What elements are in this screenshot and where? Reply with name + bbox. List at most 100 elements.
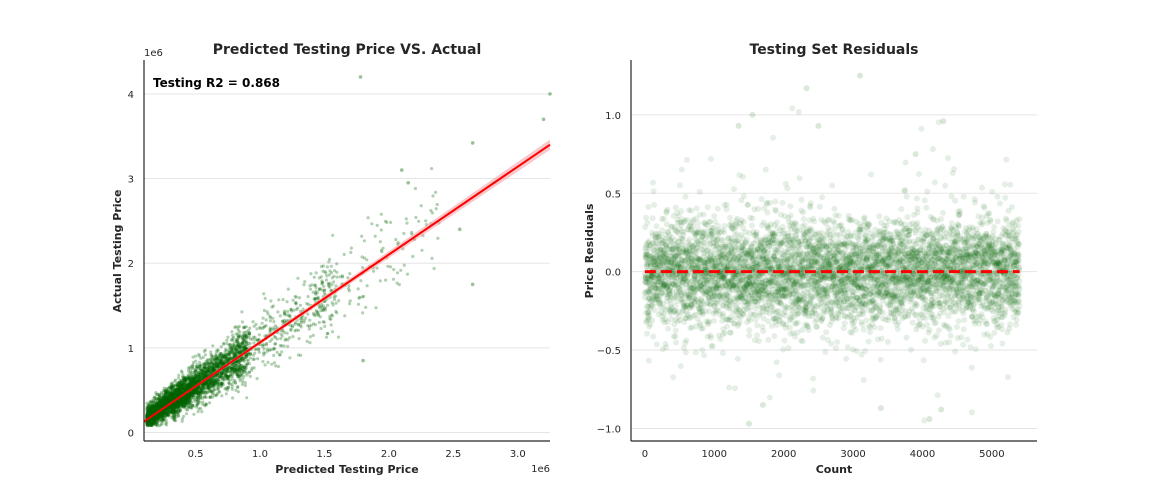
scatter-point	[154, 422, 158, 426]
scatter-point	[198, 376, 202, 381]
scatter-point	[321, 280, 325, 284]
scatter-point	[269, 299, 273, 303]
scatter-point	[215, 380, 220, 384]
scatter-point	[220, 360, 224, 364]
scatter-point	[271, 326, 276, 330]
scatter-point	[342, 252, 346, 256]
scatter-point	[167, 391, 171, 396]
scatter-point	[183, 388, 187, 392]
scatter-point	[190, 370, 195, 374]
scatter-point	[434, 190, 438, 194]
scatter-point	[541, 117, 546, 122]
scatter-point	[169, 398, 173, 402]
scatter-point	[194, 388, 198, 392]
scatter-point	[241, 340, 245, 344]
scatter-point	[370, 222, 374, 226]
scatter-point	[248, 332, 252, 336]
scatter-point	[210, 378, 214, 382]
residual-point	[644, 330, 650, 337]
scatter-point	[169, 392, 173, 397]
scatter-point	[405, 272, 410, 276]
residual-point	[688, 207, 695, 214]
scatter-point	[214, 354, 218, 358]
scatter-point	[280, 334, 284, 338]
scatter-point	[179, 398, 184, 402]
scatter-point	[232, 341, 236, 345]
scatter-point	[250, 337, 255, 341]
scatter-point	[201, 371, 205, 375]
scatter-point	[335, 262, 339, 266]
scatter-point	[240, 341, 244, 345]
scatter-point	[262, 292, 266, 296]
scatter-point	[262, 343, 266, 347]
scatter-point	[237, 365, 241, 369]
scatter-point	[202, 370, 206, 374]
scatter-point	[210, 390, 214, 394]
scatter-point	[156, 416, 160, 420]
scatter-point	[184, 395, 188, 399]
scatter-point	[227, 369, 231, 373]
scatter-point	[311, 333, 315, 337]
scatter-point	[210, 365, 214, 369]
scatter-point	[308, 284, 312, 288]
scatter-point	[176, 387, 181, 391]
scatter-point	[163, 396, 167, 400]
scatter-point	[239, 349, 243, 353]
scatter-point	[163, 399, 167, 403]
scatter-point	[157, 404, 161, 408]
scatter-point	[239, 367, 243, 371]
scatter-point	[251, 320, 255, 324]
scatter-point	[256, 357, 260, 361]
left-gridlines	[144, 93, 550, 434]
scatter-point	[234, 325, 238, 329]
scatter-point	[195, 362, 199, 366]
scatter-point	[167, 399, 171, 403]
scatter-point	[219, 345, 223, 349]
scatter-point	[167, 394, 171, 398]
scatter-point	[263, 363, 267, 367]
scatter-point	[330, 276, 334, 280]
scatter-point	[184, 387, 188, 391]
scatter-point	[399, 168, 404, 172]
scatter-point	[224, 376, 228, 380]
scatter-point	[241, 380, 245, 384]
scatter-point	[325, 265, 329, 269]
scatter-point	[336, 335, 341, 339]
scatter-point	[266, 360, 270, 364]
scatter-point	[161, 402, 165, 406]
scatter-point	[198, 378, 202, 382]
scatter-point	[157, 412, 161, 416]
scatter-point	[194, 359, 198, 363]
scatter-point	[366, 216, 370, 220]
scatter-point	[404, 217, 408, 221]
scatter-point	[410, 230, 414, 234]
residual-point	[670, 374, 677, 381]
scatter-point	[163, 396, 167, 400]
scatter-point	[173, 384, 177, 388]
scatter-point	[199, 363, 203, 367]
scatter-point	[261, 351, 266, 355]
scatter-point	[145, 413, 149, 417]
scatter-point	[221, 354, 225, 359]
scatter-point	[314, 271, 318, 275]
left-y-tick-label: 3	[128, 175, 134, 186]
scatter-point	[151, 420, 155, 424]
scatter-point	[334, 309, 338, 313]
scatter-point	[348, 272, 352, 276]
scatter-point	[331, 233, 335, 237]
scatter-point	[186, 377, 190, 381]
scatter-point	[151, 421, 155, 425]
scatter-point	[231, 396, 235, 400]
left-x-offset-text: 1e6	[531, 464, 550, 475]
scatter-point	[228, 370, 232, 374]
scatter-point	[252, 357, 256, 361]
scatter-point	[227, 380, 231, 385]
scatter-point	[174, 414, 178, 419]
scatter-point	[167, 407, 171, 411]
scatter-point	[268, 339, 272, 343]
scatter-point	[233, 366, 237, 370]
scatter-point	[252, 324, 256, 328]
scatter-point	[246, 359, 250, 363]
scatter-point	[347, 289, 351, 293]
